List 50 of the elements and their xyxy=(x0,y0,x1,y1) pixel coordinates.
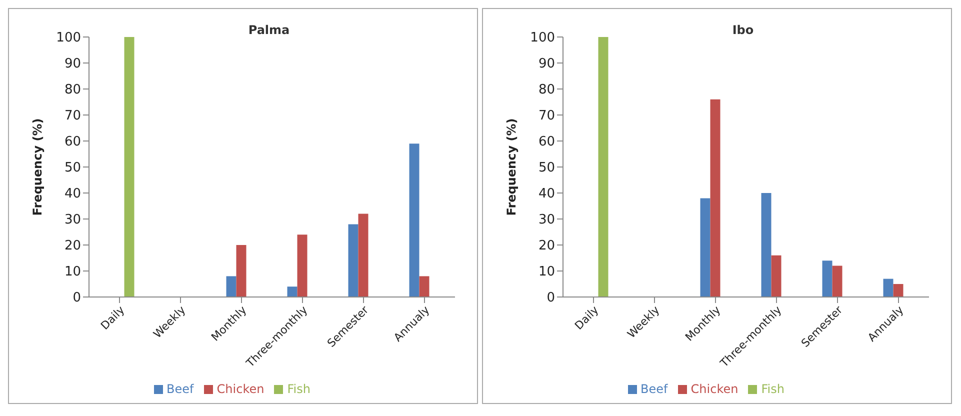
y-tick-label: 70 xyxy=(64,108,81,124)
bar xyxy=(287,286,298,297)
y-tick-label: 100 xyxy=(530,30,555,46)
legend-label: Beef xyxy=(640,382,668,396)
y-tick-label: 80 xyxy=(538,82,555,98)
y-tick-label: 60 xyxy=(538,134,555,150)
y-tick-label: 0 xyxy=(546,290,555,306)
y-tick-label: 50 xyxy=(64,160,81,176)
legend-label: Chicken xyxy=(216,382,264,396)
y-tick-label: 70 xyxy=(538,108,555,124)
y-tick-label: 50 xyxy=(538,160,555,176)
y-tick-label: 90 xyxy=(538,56,555,72)
bar xyxy=(409,144,420,297)
bar xyxy=(771,255,782,297)
bar xyxy=(893,284,904,297)
y-tick-label: 30 xyxy=(64,212,81,228)
y-axis-title: Frequency (%) xyxy=(30,118,44,216)
y-tick-label: 10 xyxy=(538,264,555,280)
legend-label: Fish xyxy=(761,382,784,396)
bar xyxy=(226,276,236,297)
bar xyxy=(348,224,358,297)
y-tick-label: 80 xyxy=(64,82,81,98)
y-tick-label: 30 xyxy=(538,212,555,228)
legend-label: Chicken xyxy=(690,382,738,396)
bar xyxy=(832,266,842,297)
bar xyxy=(700,198,710,297)
y-axis-title: Frequency (%) xyxy=(504,118,518,216)
bar xyxy=(419,276,430,297)
chart-title: Palma xyxy=(248,23,290,37)
bar xyxy=(358,214,368,297)
bar xyxy=(297,234,308,297)
bar xyxy=(761,193,772,297)
legend-label: Beef xyxy=(166,382,194,396)
bar xyxy=(236,245,246,297)
y-tick-label: 100 xyxy=(56,30,81,46)
y-tick-label: 40 xyxy=(538,186,555,202)
y-tick-label: 0 xyxy=(72,290,81,306)
y-tick-label: 10 xyxy=(64,264,81,280)
y-tick-label: 20 xyxy=(538,238,555,254)
bar xyxy=(710,99,720,297)
y-tick-label: 20 xyxy=(64,238,81,254)
legend-label: Fish xyxy=(287,382,310,396)
y-tick-label: 40 xyxy=(64,186,81,202)
y-tick-label: 90 xyxy=(64,56,81,72)
bar xyxy=(822,260,832,297)
y-tick-label: 60 xyxy=(64,134,81,150)
chart-title: Ibo xyxy=(732,23,754,37)
bar xyxy=(598,37,608,297)
bar xyxy=(124,37,134,297)
bar xyxy=(883,278,894,297)
